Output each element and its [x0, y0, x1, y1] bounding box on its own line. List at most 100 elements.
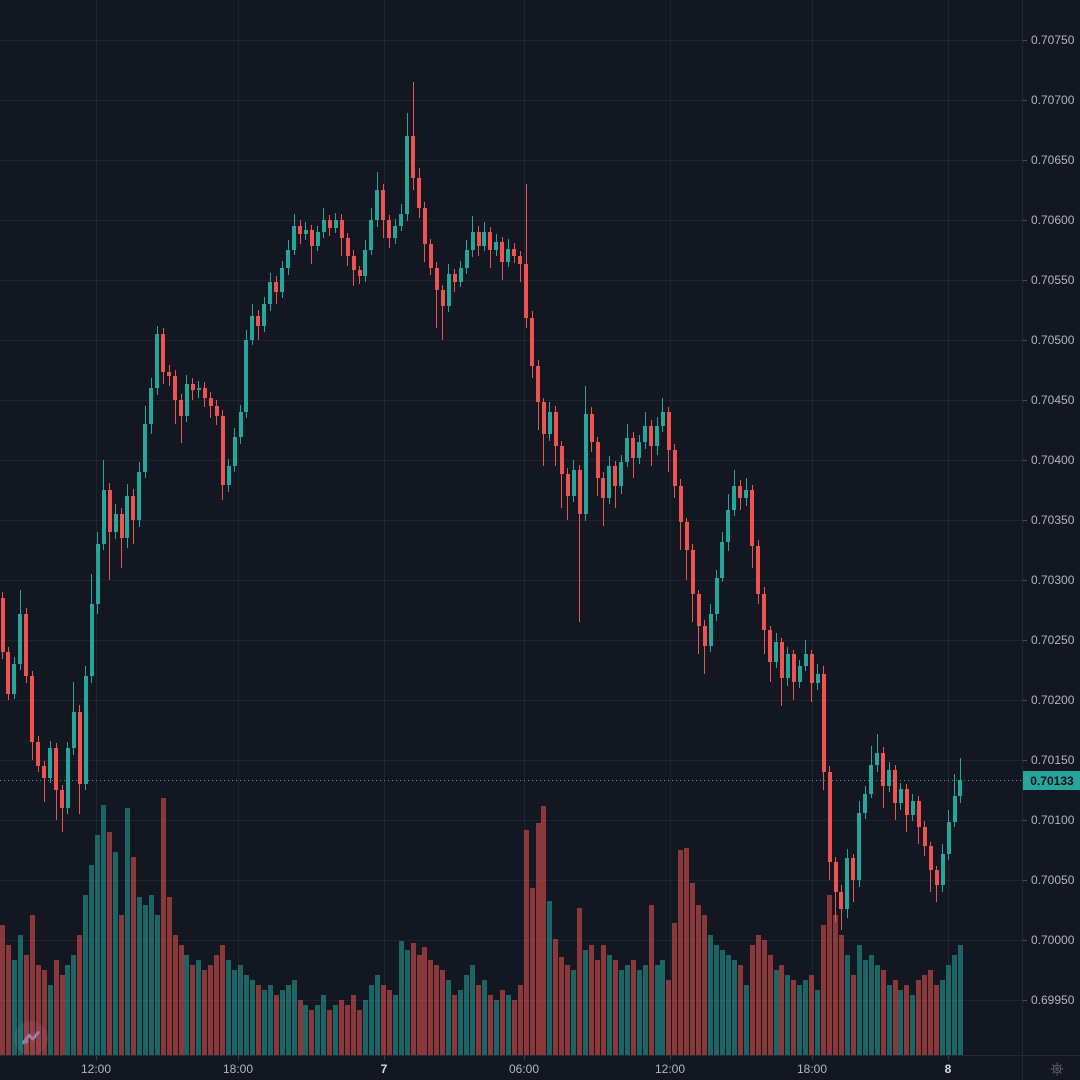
price-grid-line	[0, 640, 1022, 641]
candle-body	[173, 376, 177, 400]
settings-gear-icon[interactable]	[1049, 1061, 1065, 1077]
price-tick-label: 0.70600	[1031, 213, 1075, 227]
candle-body	[685, 522, 689, 550]
volume-bar	[601, 945, 606, 1055]
candle-body	[429, 244, 433, 268]
volume-bar	[708, 935, 713, 1055]
candle-body	[947, 822, 951, 854]
volume-bar	[726, 955, 731, 1055]
axis-corner	[1022, 1055, 1080, 1080]
volume-bar	[298, 1000, 303, 1055]
candle-wick	[877, 733, 878, 772]
volume-bar	[916, 980, 921, 1055]
candle-body	[839, 892, 843, 909]
candle-body	[911, 800, 915, 816]
volume-bar	[149, 895, 154, 1055]
candle-body	[185, 384, 189, 416]
candle-wick	[579, 464, 580, 622]
price-tick-label: 0.70000	[1031, 933, 1075, 947]
candle-body	[768, 630, 772, 662]
volume-bar	[893, 980, 898, 1055]
time-grid-line	[238, 0, 239, 1055]
candle-body	[709, 613, 713, 646]
volume-bar	[321, 995, 326, 1055]
volume-bar	[83, 895, 88, 1055]
candle-body	[42, 766, 46, 778]
volume-bar	[541, 806, 546, 1055]
volume-bar	[417, 955, 422, 1055]
volume-bar	[244, 975, 249, 1055]
price-tick-label: 0.70500	[1031, 333, 1075, 347]
time-axis-tick	[524, 1056, 525, 1060]
candle-body	[447, 274, 451, 307]
volume-bar	[851, 975, 856, 1055]
volume-bar	[137, 897, 142, 1055]
volume-bar	[18, 935, 23, 1055]
candle-body	[72, 712, 76, 748]
candle-body	[465, 250, 469, 268]
last-price-line	[0, 780, 1022, 781]
volume-bar	[756, 935, 761, 1055]
candle-wick	[704, 619, 705, 674]
candle-body	[667, 412, 671, 451]
candle-body	[816, 673, 820, 684]
candle-body	[310, 229, 314, 247]
candle-body	[488, 232, 492, 250]
time-axis-tick	[948, 1056, 949, 1060]
candle-body	[899, 788, 903, 804]
candle-body	[482, 232, 486, 247]
volume-bar	[446, 980, 451, 1055]
candle-body	[512, 248, 516, 256]
time-grid-line	[670, 0, 671, 1055]
volume-bar	[530, 888, 535, 1055]
candle-body	[280, 268, 284, 292]
price-axis-tick	[1023, 460, 1027, 461]
candle-body	[304, 229, 308, 235]
candle-body	[560, 445, 564, 475]
candle-body	[405, 136, 409, 214]
time-tick-label: 18:00	[796, 1062, 828, 1076]
price-axis-tick	[1023, 820, 1027, 821]
candle-body	[649, 426, 653, 446]
volume-bar	[71, 955, 76, 1055]
volume-bar	[946, 965, 951, 1055]
candle-body	[108, 490, 112, 532]
price-tick-label: 0.70250	[1031, 633, 1075, 647]
volume-bar	[375, 975, 380, 1055]
volume-bar	[220, 945, 225, 1055]
volume-bar	[791, 980, 796, 1055]
candle-body	[292, 226, 296, 250]
candle-body	[358, 270, 362, 277]
price-grid-line	[0, 760, 1022, 761]
plot-area[interactable]	[0, 0, 1022, 1055]
candle-body	[387, 220, 391, 238]
candle-body	[215, 406, 219, 416]
volume-bar	[6, 945, 11, 1055]
candle-body	[828, 772, 832, 862]
price-tick-label: 0.70350	[1031, 513, 1075, 527]
time-axis[interactable]: 12:00 18:00 7 06:00 12:00 18:00 8	[0, 1055, 1022, 1080]
candle-body	[762, 594, 766, 631]
candle-body	[477, 232, 481, 247]
candle-body	[417, 178, 421, 208]
price-axis-tick	[1023, 280, 1027, 281]
candle-body	[286, 250, 290, 268]
price-axis[interactable]: 0.70133 0.70750 0.70700 0.70650 0.70600 0.70…	[1022, 0, 1080, 1055]
volume-bar	[857, 945, 862, 1055]
candle-body	[203, 388, 207, 398]
candle-wick	[62, 785, 63, 832]
last-price-value: 0.70133	[1030, 773, 1074, 788]
candle-body	[24, 613, 28, 676]
volume-bar	[0, 925, 5, 1055]
candle-body	[244, 340, 248, 412]
price-grid-line	[0, 940, 1022, 941]
volume-bar	[422, 947, 427, 1055]
time-tick-label: 12:00	[654, 1062, 686, 1076]
volume-bar	[262, 990, 267, 1055]
time-axis-tick	[670, 1056, 671, 1060]
volume-bar	[36, 965, 41, 1055]
volume-bar	[934, 985, 939, 1055]
candle-body	[346, 238, 350, 256]
volume-bar	[940, 980, 945, 1055]
volume-bar	[95, 835, 100, 1055]
